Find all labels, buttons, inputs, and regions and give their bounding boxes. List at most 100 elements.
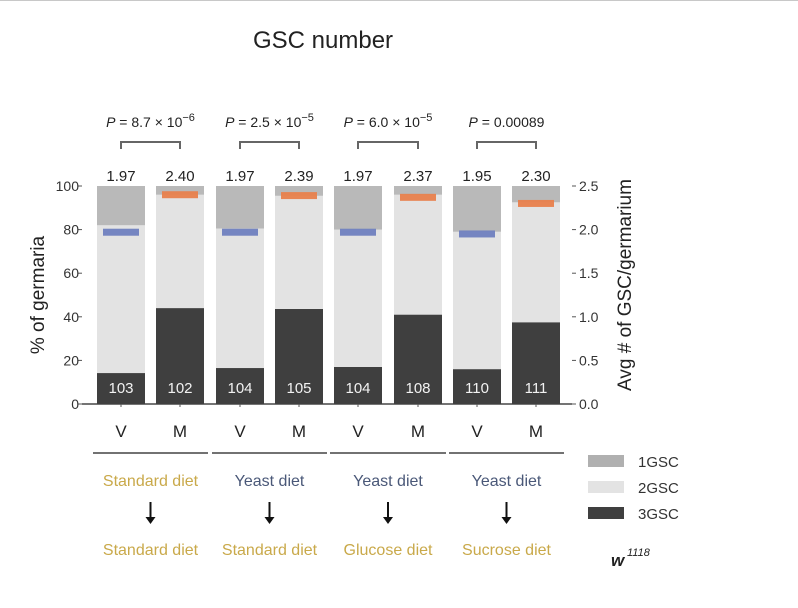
bar-segment-3gsc — [216, 368, 264, 404]
bar-segment-1gsc — [453, 186, 501, 232]
significance-bracket — [357, 141, 419, 149]
bar-segment-1gsc — [216, 186, 264, 229]
y-right-axis-label: Avg # of GSC/germarium — [615, 179, 636, 391]
bar-segment-1gsc — [97, 186, 145, 226]
bar-segment-2gsc — [156, 194, 204, 309]
chart-title: GSC number — [253, 27, 393, 54]
down-arrow-icon-head — [383, 517, 393, 524]
condition-label: V — [115, 422, 127, 441]
sample-size-label: 104 — [345, 380, 370, 397]
bar-segment-3gsc — [394, 314, 442, 404]
avg-marker — [400, 193, 436, 201]
avg-value-label: 1.97 — [343, 168, 372, 185]
legend-label: 2GSC — [638, 480, 679, 497]
legend-swatch-1gsc — [588, 455, 624, 467]
annotations: 1.97 2.40 1.97 2.39 1.97 2.37 1.95 2.30 P = 8.7 … — [106, 112, 551, 185]
y-right-tick-label: 2.0 — [579, 222, 599, 238]
genotype-label: w — [611, 551, 626, 570]
bar-segment-2gsc — [334, 229, 382, 367]
sample-size-label: 108 — [405, 380, 430, 397]
condition-label: M — [529, 422, 543, 441]
condition-label: M — [173, 422, 187, 441]
p-value-label: P = 8.7 × 10−6 — [106, 112, 195, 130]
condition-label: M — [292, 422, 306, 441]
sample-size-label: 110 — [465, 380, 489, 397]
bar-segment-1gsc — [394, 186, 442, 195]
bar-segment-2gsc — [97, 225, 145, 374]
y-tick-label: 0 — [71, 396, 79, 412]
bars: 103 102 104 105 104 108 110 111 — [97, 186, 560, 404]
avg-value-label: 1.97 — [106, 168, 135, 185]
y-tick-label: 80 — [63, 222, 79, 238]
condition-label: V — [471, 422, 483, 441]
bar-segment-1gsc — [275, 186, 323, 196]
avg-marker — [162, 191, 198, 199]
legend-swatch-2gsc — [588, 481, 624, 493]
bar-segment-2gsc — [216, 228, 264, 369]
axes: 0 20 40 60 80 100 0.0 0.5 1.0 1.5 2.0 2.5 % of germa… — [28, 178, 636, 412]
bar-segment-3gsc — [453, 369, 501, 404]
from-diet-label: Standard diet — [103, 473, 199, 490]
legend: 1GSC 2GSC 3GSC w 1118 — [588, 454, 679, 570]
avg-value-label: 2.40 — [165, 168, 194, 185]
sample-size-label: 102 — [167, 380, 192, 397]
avg-value-label: 1.95 — [462, 168, 491, 185]
genotype-superscript: 1118 — [627, 547, 651, 559]
y-right-tick-label: 1.5 — [579, 265, 599, 281]
avg-value-label: 1.97 — [225, 168, 254, 185]
bar-segment-2gsc — [453, 231, 501, 370]
bar-segment-1gsc — [512, 186, 560, 203]
bar-segment-1gsc — [156, 186, 204, 195]
y-tick-label: 40 — [63, 309, 79, 325]
bar-segment-3gsc — [97, 373, 145, 404]
avg-value-label: 2.39 — [284, 168, 313, 185]
legend-label: 1GSC — [638, 454, 679, 471]
y-tick-label: 100 — [56, 178, 80, 194]
avg-marker — [459, 230, 495, 238]
condition-label: M — [411, 422, 425, 441]
condition-label: V — [352, 422, 364, 441]
significance-bracket — [239, 141, 300, 149]
from-diet-label: Yeast diet — [472, 473, 542, 490]
avg-marker — [281, 192, 317, 200]
from-diet-label: Yeast diet — [235, 473, 305, 490]
to-diet-label: Glucose diet — [344, 542, 433, 559]
bar-segment-2gsc — [512, 202, 560, 323]
diet-groups: V M V M V M V M Standard diet Standard diet Yeast … — [93, 422, 564, 559]
y-right-tick-label: 2.5 — [579, 178, 599, 194]
avg-marker — [103, 228, 139, 236]
avg-value-label: 2.30 — [521, 168, 550, 185]
y-right-tick-label: 1.0 — [579, 309, 599, 325]
legend-swatch-3gsc — [588, 507, 624, 519]
sample-size-label: 105 — [286, 380, 311, 397]
condition-label: V — [234, 422, 246, 441]
significance-bracket — [476, 141, 537, 149]
sample-size-label: 103 — [108, 380, 133, 397]
sample-size-label: 104 — [227, 380, 252, 397]
bar-segment-3gsc — [512, 322, 560, 404]
y-axis-label: % of germaria — [28, 235, 49, 354]
down-arrow-icon-head — [501, 517, 512, 524]
to-diet-label: Standard diet — [222, 542, 318, 559]
avg-marker — [518, 199, 554, 207]
to-diet-label: Standard diet — [103, 542, 199, 559]
bar-segment-3gsc — [275, 308, 323, 404]
y-tick-label: 20 — [63, 352, 79, 368]
from-diet-label: Yeast diet — [353, 473, 423, 490]
y-right-tick-label: 0.5 — [579, 352, 599, 368]
top-border — [0, 0, 798, 1]
y-right-tick-label: 0.0 — [579, 396, 599, 412]
bar-segment-1gsc — [334, 186, 382, 230]
y-tick-label: 60 — [63, 265, 79, 281]
avg-value-label: 2.37 — [403, 168, 432, 185]
bar-segment-2gsc — [275, 195, 323, 309]
p-value-label: P = 0.00089 — [469, 114, 545, 130]
down-arrow-icon-head — [145, 517, 156, 524]
bar-segment-3gsc — [334, 366, 382, 404]
bar-segment-2gsc — [394, 194, 442, 315]
down-arrow-icon-head — [264, 517, 275, 524]
avg-marker — [340, 228, 376, 236]
to-diet-label: Sucrose diet — [462, 542, 551, 559]
legend-label: 3GSC — [638, 506, 679, 523]
